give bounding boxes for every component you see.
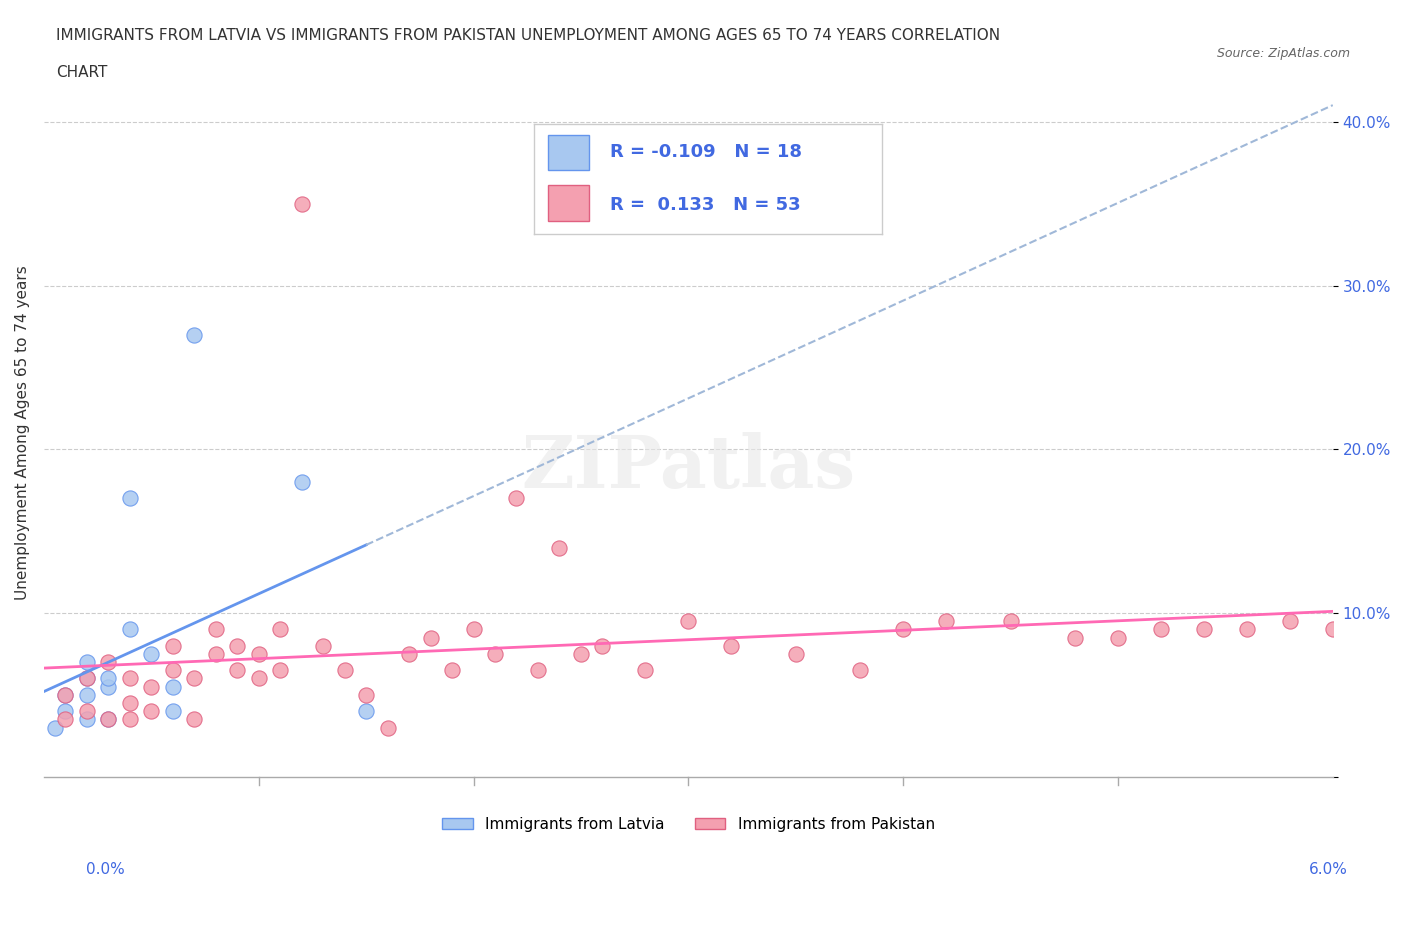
Point — [891, 622, 914, 637]
Point — [354, 704, 377, 719]
Point — [183, 712, 205, 727]
Point — [118, 696, 141, 711]
Point — [141, 679, 163, 694]
Point — [118, 712, 141, 727]
Point — [118, 671, 141, 686]
Point — [226, 663, 249, 678]
Point — [463, 622, 485, 637]
Point — [97, 679, 120, 694]
Point — [76, 712, 98, 727]
Point — [312, 638, 335, 653]
Point — [333, 663, 356, 678]
Point — [569, 646, 592, 661]
Point — [1150, 622, 1173, 637]
Point — [505, 491, 527, 506]
Text: CHART: CHART — [56, 65, 108, 80]
Point — [97, 712, 120, 727]
Point — [1064, 631, 1087, 645]
Point — [44, 720, 66, 735]
Point — [1278, 614, 1301, 629]
Text: 6.0%: 6.0% — [1309, 862, 1348, 877]
Point — [118, 491, 141, 506]
Point — [291, 196, 314, 211]
Point — [484, 646, 506, 661]
Point — [441, 663, 464, 678]
Point — [162, 663, 184, 678]
Point — [269, 663, 291, 678]
Y-axis label: Unemployment Among Ages 65 to 74 years: Unemployment Among Ages 65 to 74 years — [15, 266, 30, 601]
Point — [76, 687, 98, 702]
Point — [204, 646, 226, 661]
Point — [1107, 631, 1129, 645]
Point — [634, 663, 657, 678]
Point — [76, 671, 98, 686]
Point — [720, 638, 742, 653]
Point — [935, 614, 957, 629]
Point — [247, 671, 270, 686]
Point — [419, 631, 441, 645]
Text: IMMIGRANTS FROM LATVIA VS IMMIGRANTS FROM PAKISTAN UNEMPLOYMENT AMONG AGES 65 TO: IMMIGRANTS FROM LATVIA VS IMMIGRANTS FRO… — [56, 28, 1000, 43]
Point — [1236, 622, 1258, 637]
Point — [377, 720, 399, 735]
Point — [849, 663, 872, 678]
Point — [76, 704, 98, 719]
Point — [183, 327, 205, 342]
Text: Source: ZipAtlas.com: Source: ZipAtlas.com — [1216, 46, 1350, 60]
Point — [141, 704, 163, 719]
Point — [785, 646, 807, 661]
Point — [53, 704, 76, 719]
Point — [291, 474, 314, 489]
Point — [591, 638, 613, 653]
Point — [162, 679, 184, 694]
Point — [354, 687, 377, 702]
Point — [76, 655, 98, 670]
Point — [204, 622, 226, 637]
Point — [53, 712, 76, 727]
Point — [678, 614, 700, 629]
Text: 0.0%: 0.0% — [86, 862, 125, 877]
Point — [226, 638, 249, 653]
Point — [1192, 622, 1215, 637]
Legend: Immigrants from Latvia, Immigrants from Pakistan: Immigrants from Latvia, Immigrants from … — [436, 810, 941, 838]
Point — [527, 663, 550, 678]
Point — [183, 671, 205, 686]
Point — [97, 671, 120, 686]
Point — [548, 540, 571, 555]
Point — [247, 646, 270, 661]
Point — [162, 638, 184, 653]
Point — [118, 622, 141, 637]
Point — [76, 671, 98, 686]
Point — [97, 712, 120, 727]
Point — [53, 687, 76, 702]
Point — [97, 655, 120, 670]
Point — [53, 687, 76, 702]
Point — [1322, 622, 1344, 637]
Point — [141, 646, 163, 661]
Point — [398, 646, 420, 661]
Point — [162, 704, 184, 719]
Text: ZIPatlas: ZIPatlas — [522, 432, 855, 503]
Point — [1000, 614, 1022, 629]
Point — [269, 622, 291, 637]
